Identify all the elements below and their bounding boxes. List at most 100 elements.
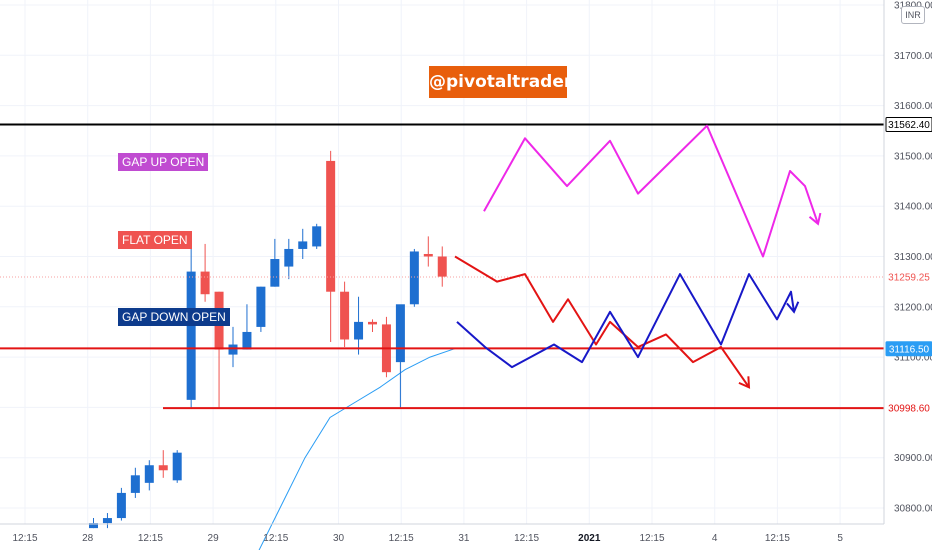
x-tick-label: 30: [333, 533, 345, 544]
price-tag: 30998.60: [885, 400, 932, 416]
x-tick-label: 4: [712, 533, 718, 544]
candle-body: [368, 321, 377, 325]
candle-body: [102, 518, 112, 524]
candle[interactable]: [256, 286, 266, 332]
currency-badge[interactable]: INR: [901, 6, 925, 24]
candle[interactable]: [186, 246, 196, 408]
candle[interactable]: [423, 236, 433, 267]
candle[interactable]: [242, 304, 252, 350]
candle[interactable]: [354, 296, 364, 355]
y-tick-label: 31400.00: [894, 202, 932, 213]
x-tick-label: 12:15: [12, 533, 37, 544]
price-tag: 31562.40: [885, 117, 932, 133]
moving-average: [258, 348, 456, 550]
candle[interactable]: [298, 228, 308, 260]
candle[interactable]: [437, 246, 447, 287]
y-tick-label: 31700.00: [894, 51, 932, 62]
y-tick-label: 31500.00: [894, 151, 932, 162]
candle-body: [298, 241, 308, 249]
candle[interactable]: [89, 518, 98, 529]
candle[interactable]: [395, 304, 405, 408]
x-tick-label: 31: [458, 533, 470, 544]
price-tag: 31259.25: [885, 269, 932, 285]
scenario-paths: [454, 124, 822, 389]
x-tick-label: 12:15: [389, 533, 414, 544]
gap-up-path-arrow: [808, 212, 822, 226]
candle-body: [228, 344, 238, 355]
candle-body: [423, 253, 433, 257]
y-tick-label: 31200.00: [894, 302, 932, 313]
scenario-label-gap-down: GAP DOWN OPEN: [118, 308, 230, 326]
candle-body: [130, 475, 140, 493]
candle-body: [172, 452, 182, 481]
x-tick-label: 5: [837, 533, 843, 544]
flat-path: [454, 255, 750, 388]
x-tick-label: 12:15: [514, 533, 539, 544]
candles: [89, 150, 447, 529]
price-tag-label: 31562.40: [888, 120, 930, 131]
candle-body: [326, 160, 336, 292]
candle-body: [158, 465, 168, 471]
candle-body: [200, 271, 210, 295]
x-tick-label: 12:15: [263, 533, 288, 544]
candle[interactable]: [381, 316, 391, 378]
x-tick-label: 28: [82, 533, 94, 544]
candle-body: [186, 271, 196, 400]
candle[interactable]: [116, 487, 126, 521]
horizontal-levels: [0, 123, 884, 410]
y-tick-label: 31300.00: [894, 252, 932, 263]
scenario-label-gap-up: GAP UP OPEN: [118, 153, 209, 171]
x-tick-label: 29: [208, 533, 220, 544]
gap-up-path: [483, 124, 819, 258]
candle[interactable]: [130, 467, 140, 498]
candle[interactable]: [144, 460, 154, 491]
x-tick-label: 12:15: [639, 533, 664, 544]
candle-body: [256, 286, 266, 327]
y-tick-label: 30800.00: [894, 504, 932, 515]
price-tag-label: 31259.25: [888, 272, 930, 283]
candle[interactable]: [102, 513, 112, 529]
candle-body: [284, 248, 294, 267]
candle[interactable]: [368, 319, 377, 332]
price-tag: 31116.50: [885, 341, 932, 357]
candle[interactable]: [172, 450, 182, 483]
candle[interactable]: [409, 248, 419, 307]
candle-body: [116, 492, 126, 519]
ma-line: [258, 348, 456, 550]
candle[interactable]: [200, 243, 210, 302]
flat-path-arrow: [738, 376, 751, 389]
candle-body: [437, 256, 447, 277]
candle[interactable]: [228, 326, 238, 368]
x-tick-label: 2021: [578, 533, 601, 544]
y-tick-label: 31100.00: [894, 353, 932, 364]
candle[interactable]: [312, 223, 322, 249]
candle-body: [242, 331, 252, 350]
candle-body: [340, 291, 350, 340]
grid: [0, 0, 884, 524]
price-tag-label: 31116.50: [889, 344, 930, 355]
price-axis-panel: [884, 0, 932, 524]
candle-body: [395, 304, 405, 363]
candle-body: [270, 259, 280, 287]
candle-body: [409, 251, 419, 305]
candle-body: [312, 226, 322, 247]
candle[interactable]: [284, 238, 294, 280]
y-tick-label: 31600.00: [894, 101, 932, 112]
gap-down-path-arrow: [786, 301, 800, 314]
y-tick-label: 30900.00: [894, 453, 932, 464]
candle[interactable]: [270, 238, 280, 287]
brand-label: @pivotaltraders: [429, 66, 582, 98]
candle[interactable]: [326, 150, 336, 343]
scenario-label-flat: FLAT OPEN: [118, 231, 192, 249]
candle-body: [144, 465, 154, 483]
candle[interactable]: [340, 281, 350, 348]
candle-body: [89, 523, 98, 529]
x-tick-label: 12:15: [765, 533, 790, 544]
candle[interactable]: [158, 450, 168, 478]
time-axis: 12:15 28 12:15 29 12:15 30 12:15 31 12:15 2021 12:…: [12, 533, 843, 544]
gap-down-path: [456, 273, 795, 369]
x-tick-label: 12:15: [138, 533, 163, 544]
price-tag-label: 30998.60: [888, 404, 930, 415]
